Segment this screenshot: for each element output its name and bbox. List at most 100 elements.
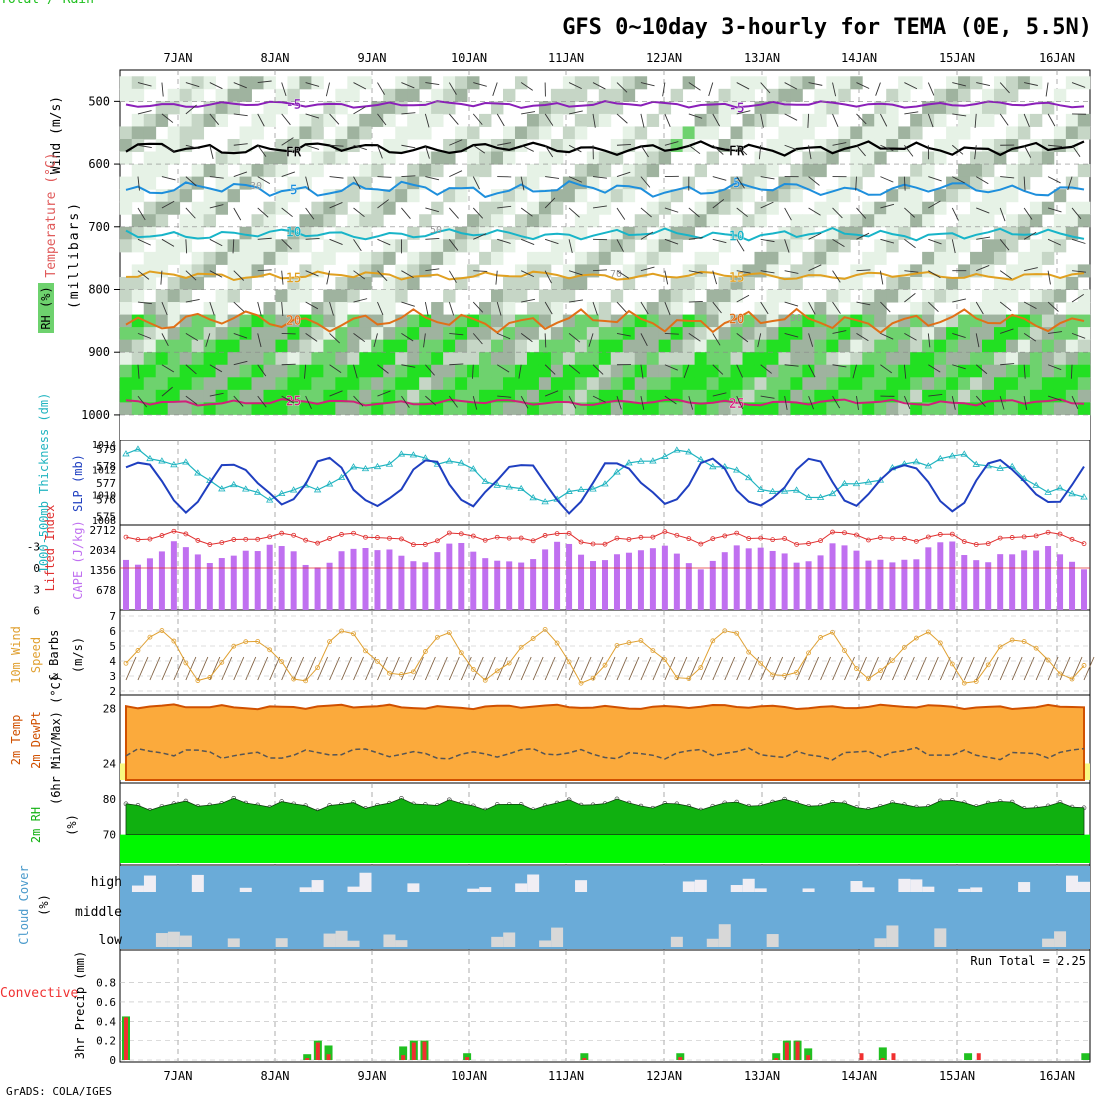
cloud-low-block xyxy=(539,940,552,947)
rh-shade-cell xyxy=(167,126,181,140)
upper-wind-barb xyxy=(257,113,265,127)
rh-shade-cell xyxy=(1017,214,1031,228)
rh-shade-cell xyxy=(958,88,971,102)
wind10-marker xyxy=(1081,663,1087,668)
rh-shade-cell xyxy=(993,189,1007,203)
rh-shade-cell xyxy=(598,352,612,366)
rh-shade-cell xyxy=(371,364,384,378)
rh-shade-cell xyxy=(526,113,540,127)
rh-shade-cell xyxy=(718,352,731,366)
rh-shade-cell xyxy=(874,289,887,303)
upper-wind-barb xyxy=(856,333,869,342)
isotherm-label: 15 xyxy=(286,272,302,287)
rh-shade-cell xyxy=(670,339,684,353)
upper-wind-barb xyxy=(401,112,416,115)
cape-tick-label: 678 xyxy=(96,584,116,597)
upper-wind-barb xyxy=(209,364,223,373)
temp-tick-label: 24 xyxy=(103,757,117,770)
wind10-label: (m/s) xyxy=(71,637,85,673)
upper-wind-barb xyxy=(640,231,654,240)
rh-shade-cell xyxy=(970,176,983,190)
rh-shade-cell xyxy=(407,189,420,203)
upper-wind-barb xyxy=(736,144,748,156)
rh-shade-cell xyxy=(790,327,803,341)
rh-shade-cell xyxy=(790,402,803,416)
rh-shade-cell xyxy=(263,226,276,240)
rh-shade-cell xyxy=(838,377,851,391)
thickness-marker xyxy=(601,480,609,487)
upper-wind-barb xyxy=(616,113,628,124)
rh-shade-cell xyxy=(718,339,731,353)
rh-shade-cell xyxy=(323,239,336,253)
rh-shade-cell xyxy=(227,138,240,153)
upper-wind-barb xyxy=(544,333,547,348)
rh-shade-cell xyxy=(898,402,911,416)
upper-wind-barb xyxy=(784,113,798,121)
cape-bar xyxy=(1069,561,1076,610)
cape-bar xyxy=(482,558,489,610)
upper-wind-barb xyxy=(161,113,174,123)
rh-shade-cell xyxy=(670,276,684,290)
rh-shade-cell xyxy=(1077,126,1091,140)
cape-bar xyxy=(446,543,453,610)
cloud-low-block xyxy=(323,933,336,947)
rh-shade-cell xyxy=(826,251,839,265)
rh-shade-cell xyxy=(754,251,767,265)
rh-shade-cell xyxy=(562,101,576,115)
wind10-marker xyxy=(171,638,177,644)
rh-shade-cell xyxy=(275,101,288,115)
upper-wind-barb xyxy=(353,144,367,151)
cape-bar xyxy=(889,562,896,610)
rh-shade-cell xyxy=(898,189,911,203)
upper-wind-barb xyxy=(545,176,560,179)
rh-shade-cell xyxy=(898,377,911,391)
upper-wind-barb xyxy=(329,364,342,374)
rh-shade-cell xyxy=(646,239,660,253)
rh-shade-cell xyxy=(335,276,348,290)
rh-shade-cell xyxy=(263,113,276,127)
upper-wind-barb xyxy=(353,364,358,379)
rh-shade-cell xyxy=(706,302,719,316)
wind10-barb xyxy=(137,656,149,681)
upper-wind-barb xyxy=(353,333,366,343)
rh-shade-cell xyxy=(443,352,456,366)
upper-wind-barb xyxy=(1047,270,1051,285)
rh-shade-cell xyxy=(1065,352,1079,366)
cloud-low-block xyxy=(874,938,887,947)
cape-bar xyxy=(961,555,968,610)
rh-shade-cell xyxy=(946,276,959,290)
upper-wind-barb xyxy=(928,364,941,373)
rh-shade-cell xyxy=(335,88,348,102)
rh2m-tick-label: 70 xyxy=(103,829,116,842)
rh-shade-cell xyxy=(1017,151,1031,165)
rh-shade-cell xyxy=(1029,76,1043,90)
upper-wind-barb xyxy=(927,113,934,128)
rh-shade-cell xyxy=(1053,214,1067,228)
rh-shade-cell xyxy=(993,239,1007,253)
rh-shade-cell xyxy=(874,239,887,253)
rh-shade-cell xyxy=(958,113,971,127)
rh-shade-cell xyxy=(215,339,228,353)
rh-shade-cell xyxy=(730,276,743,290)
rh-shade-cell xyxy=(299,276,312,290)
isotherm-line-p5 xyxy=(125,180,1085,199)
rh-shade-cell xyxy=(407,314,420,328)
rh-shade-cell xyxy=(586,251,600,265)
upper-wind-barb xyxy=(232,239,235,254)
rh-shade-cell xyxy=(371,302,384,316)
rh-shade-cell xyxy=(155,113,169,127)
rh-shade-cell xyxy=(155,377,169,391)
upper-wind-barb xyxy=(952,364,966,370)
rh-shade-cell xyxy=(299,164,312,178)
rh-shade-cell xyxy=(227,289,240,303)
rh-shade-cell xyxy=(395,314,408,328)
rh-shade-cell xyxy=(982,364,995,378)
isotherm-label: 20 xyxy=(286,314,302,329)
cloud-low-block xyxy=(179,935,192,947)
rh-shade-cell xyxy=(251,364,264,378)
rh-shade-cell xyxy=(646,402,660,416)
rh-shade-cell xyxy=(634,402,648,416)
rh-shade-cell xyxy=(335,289,348,303)
panel-frame-3 xyxy=(119,609,1091,696)
cape-bar xyxy=(661,545,668,610)
